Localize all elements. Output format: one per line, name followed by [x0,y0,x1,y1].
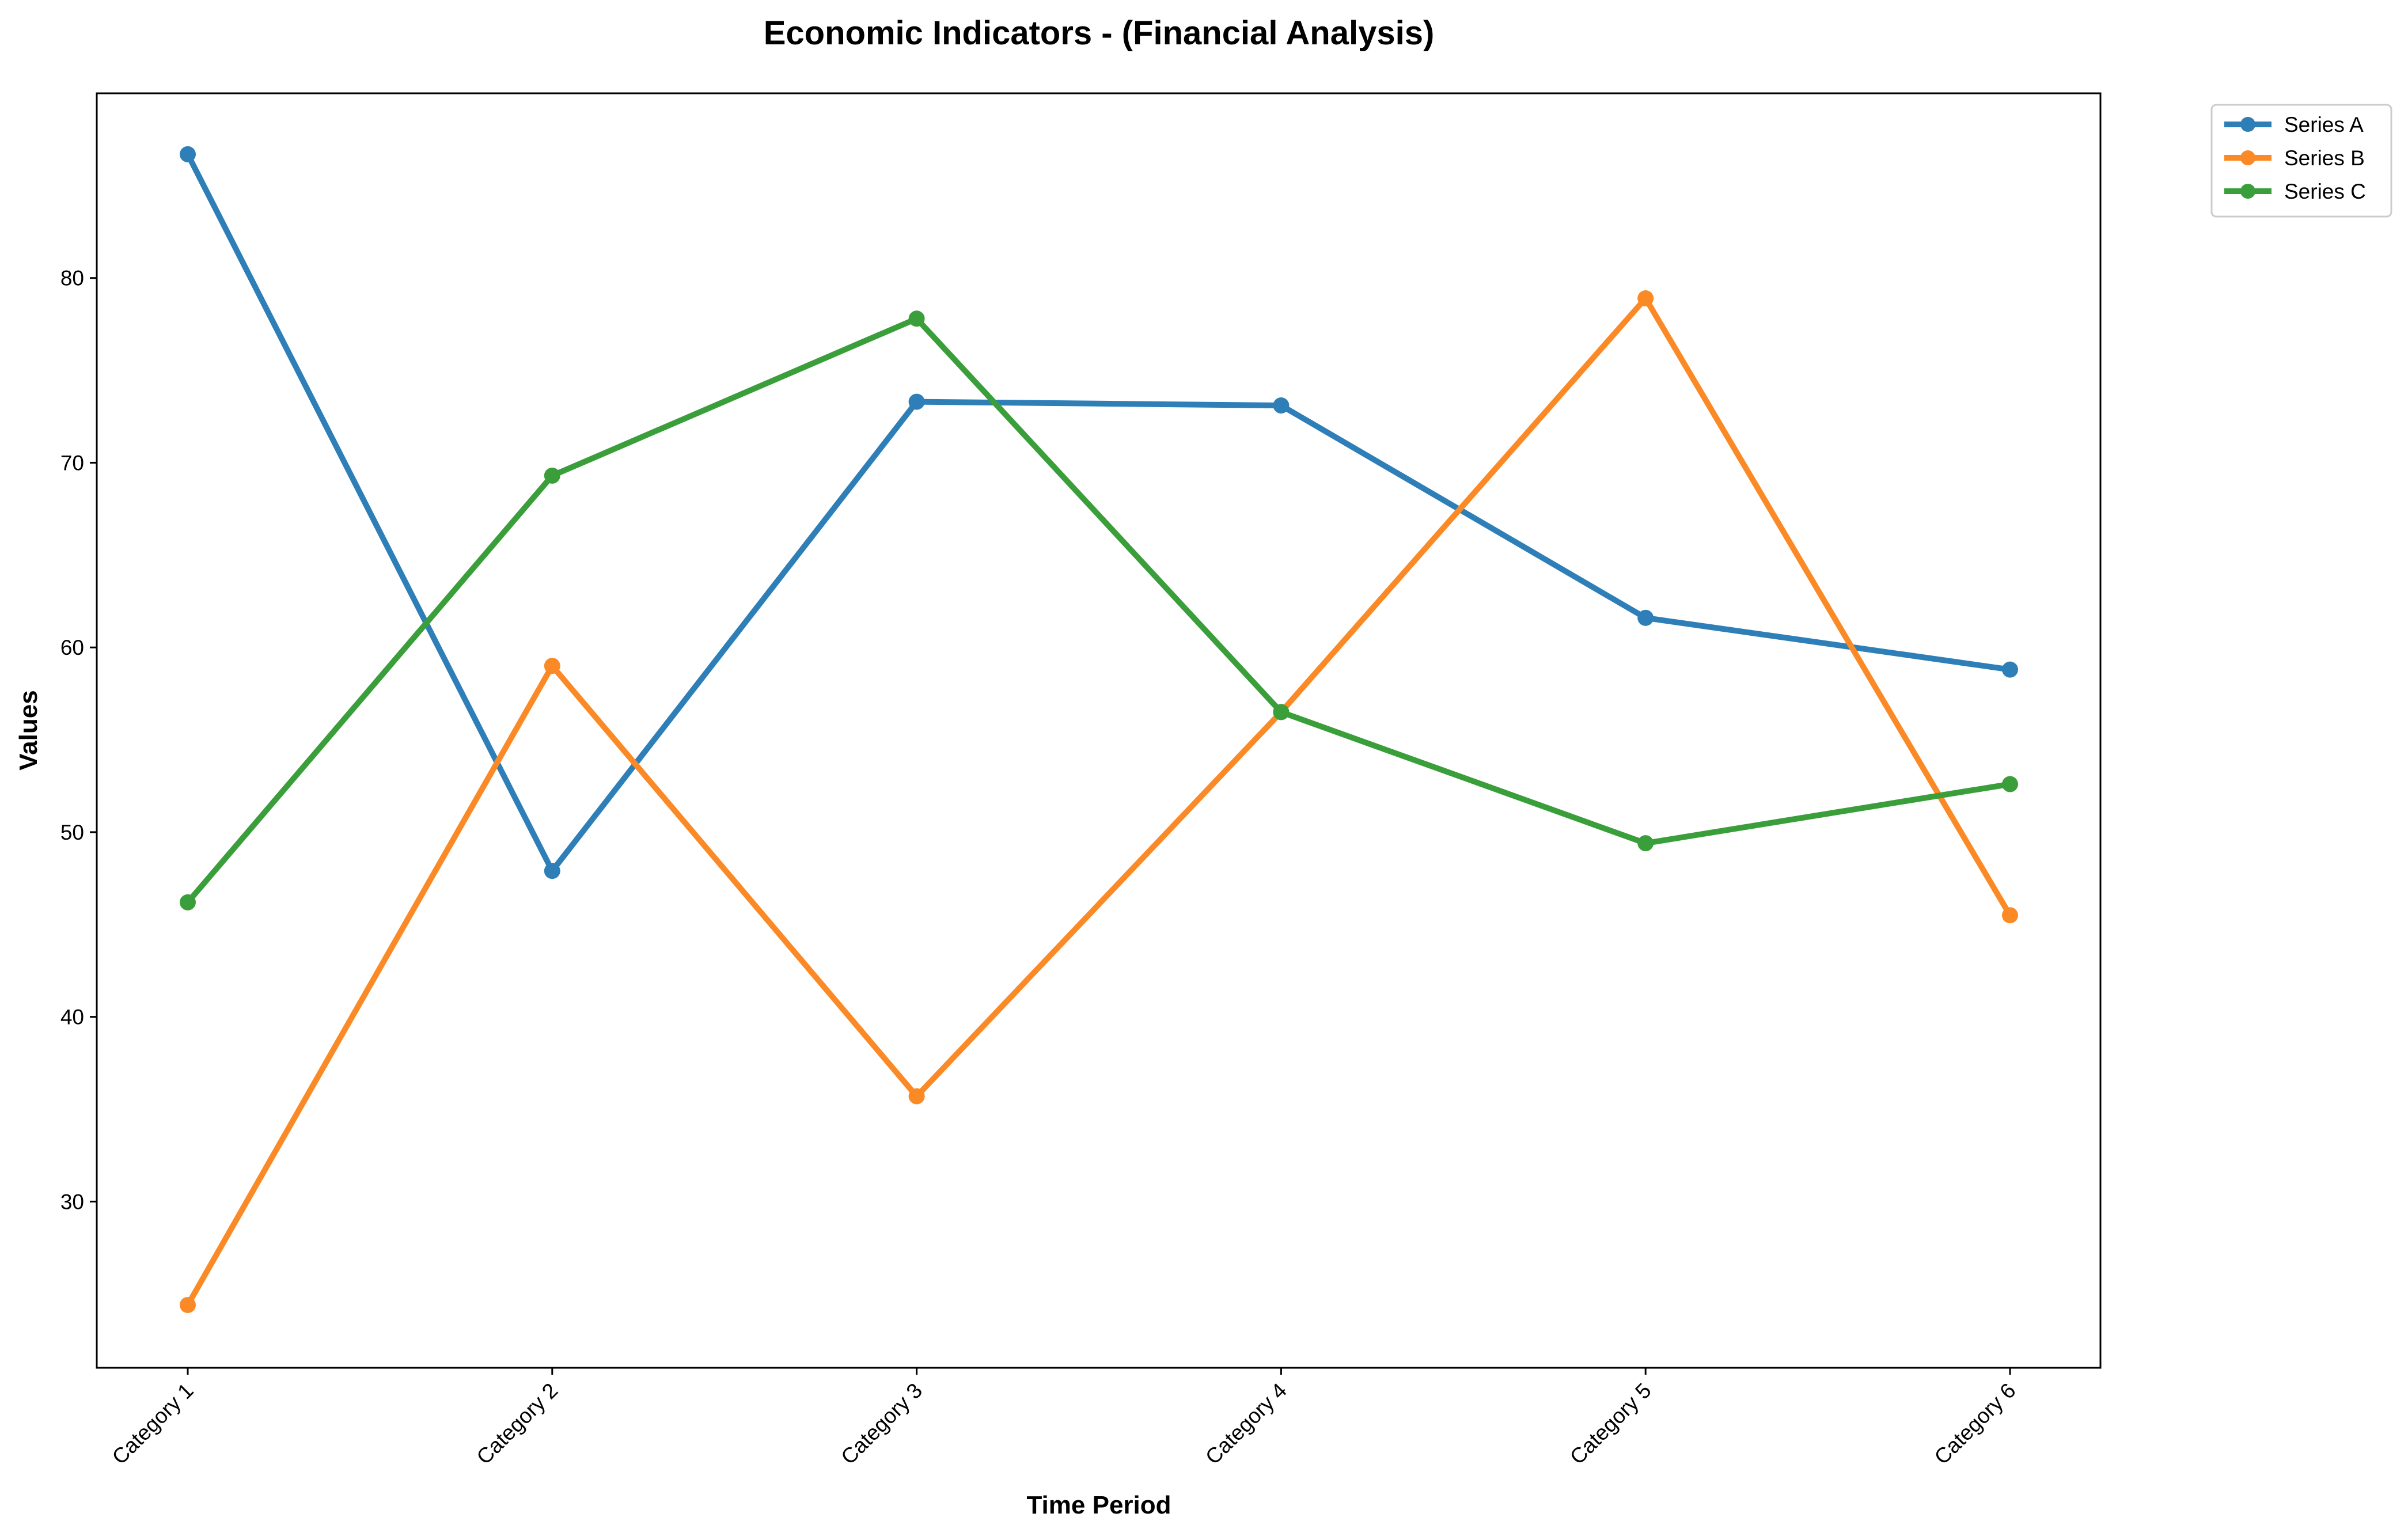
data-point [180,1296,196,1313]
data-point [544,863,560,879]
data-point [2002,776,2018,792]
data-point [1637,835,1654,852]
y-tick-label: 80 [60,267,84,290]
series-line [185,295,2013,1308]
legend-swatch-marker [2240,117,2255,132]
y-axis-label: Values [14,690,43,770]
data-point [1637,609,1654,626]
legend: Series A Series B Series C [2210,104,2392,218]
legend-label: Series A [2284,113,2364,136]
legend-label: Series B [2284,146,2365,170]
y-tick-label: 60 [60,636,84,659]
data-point [544,658,560,674]
data-point [908,1088,925,1105]
data-point [1273,397,1290,414]
x-axis-label: Time Period [1026,1491,1171,1519]
y-axis: 30 40 50 60 70 80 [60,267,97,1213]
legend-item: Series B [2224,146,2365,170]
legend-swatch-marker [2240,184,2255,199]
legend-label: Series C [2284,180,2366,203]
data-point [1273,704,1290,720]
data-point [2002,907,2018,924]
data-point [1637,290,1654,307]
y-tick-label: 30 [60,1190,84,1213]
plot-frame [96,92,2102,1369]
series-series-a [180,146,2018,879]
legend-swatch-marker [2240,150,2255,165]
data-point [908,310,925,327]
series-line [185,316,2013,905]
series-layer [180,146,2018,1313]
data-point [908,393,925,410]
legend-item: Series A [2224,113,2364,136]
series-series-b [180,290,2018,1313]
legend-item: Series C [2224,180,2366,203]
series-series-c [180,310,2018,911]
series-line [185,151,2013,874]
data-point [180,146,196,162]
data-point [2002,661,2018,678]
data-point [544,467,560,484]
data-point [180,894,196,911]
y-tick-label: 70 [60,451,84,475]
y-tick-label: 50 [60,821,84,844]
plot-area [96,92,2102,1369]
chart-title: Economic Indicators - (Financial Analysi… [764,14,1435,52]
y-tick-label: 40 [60,1006,84,1029]
